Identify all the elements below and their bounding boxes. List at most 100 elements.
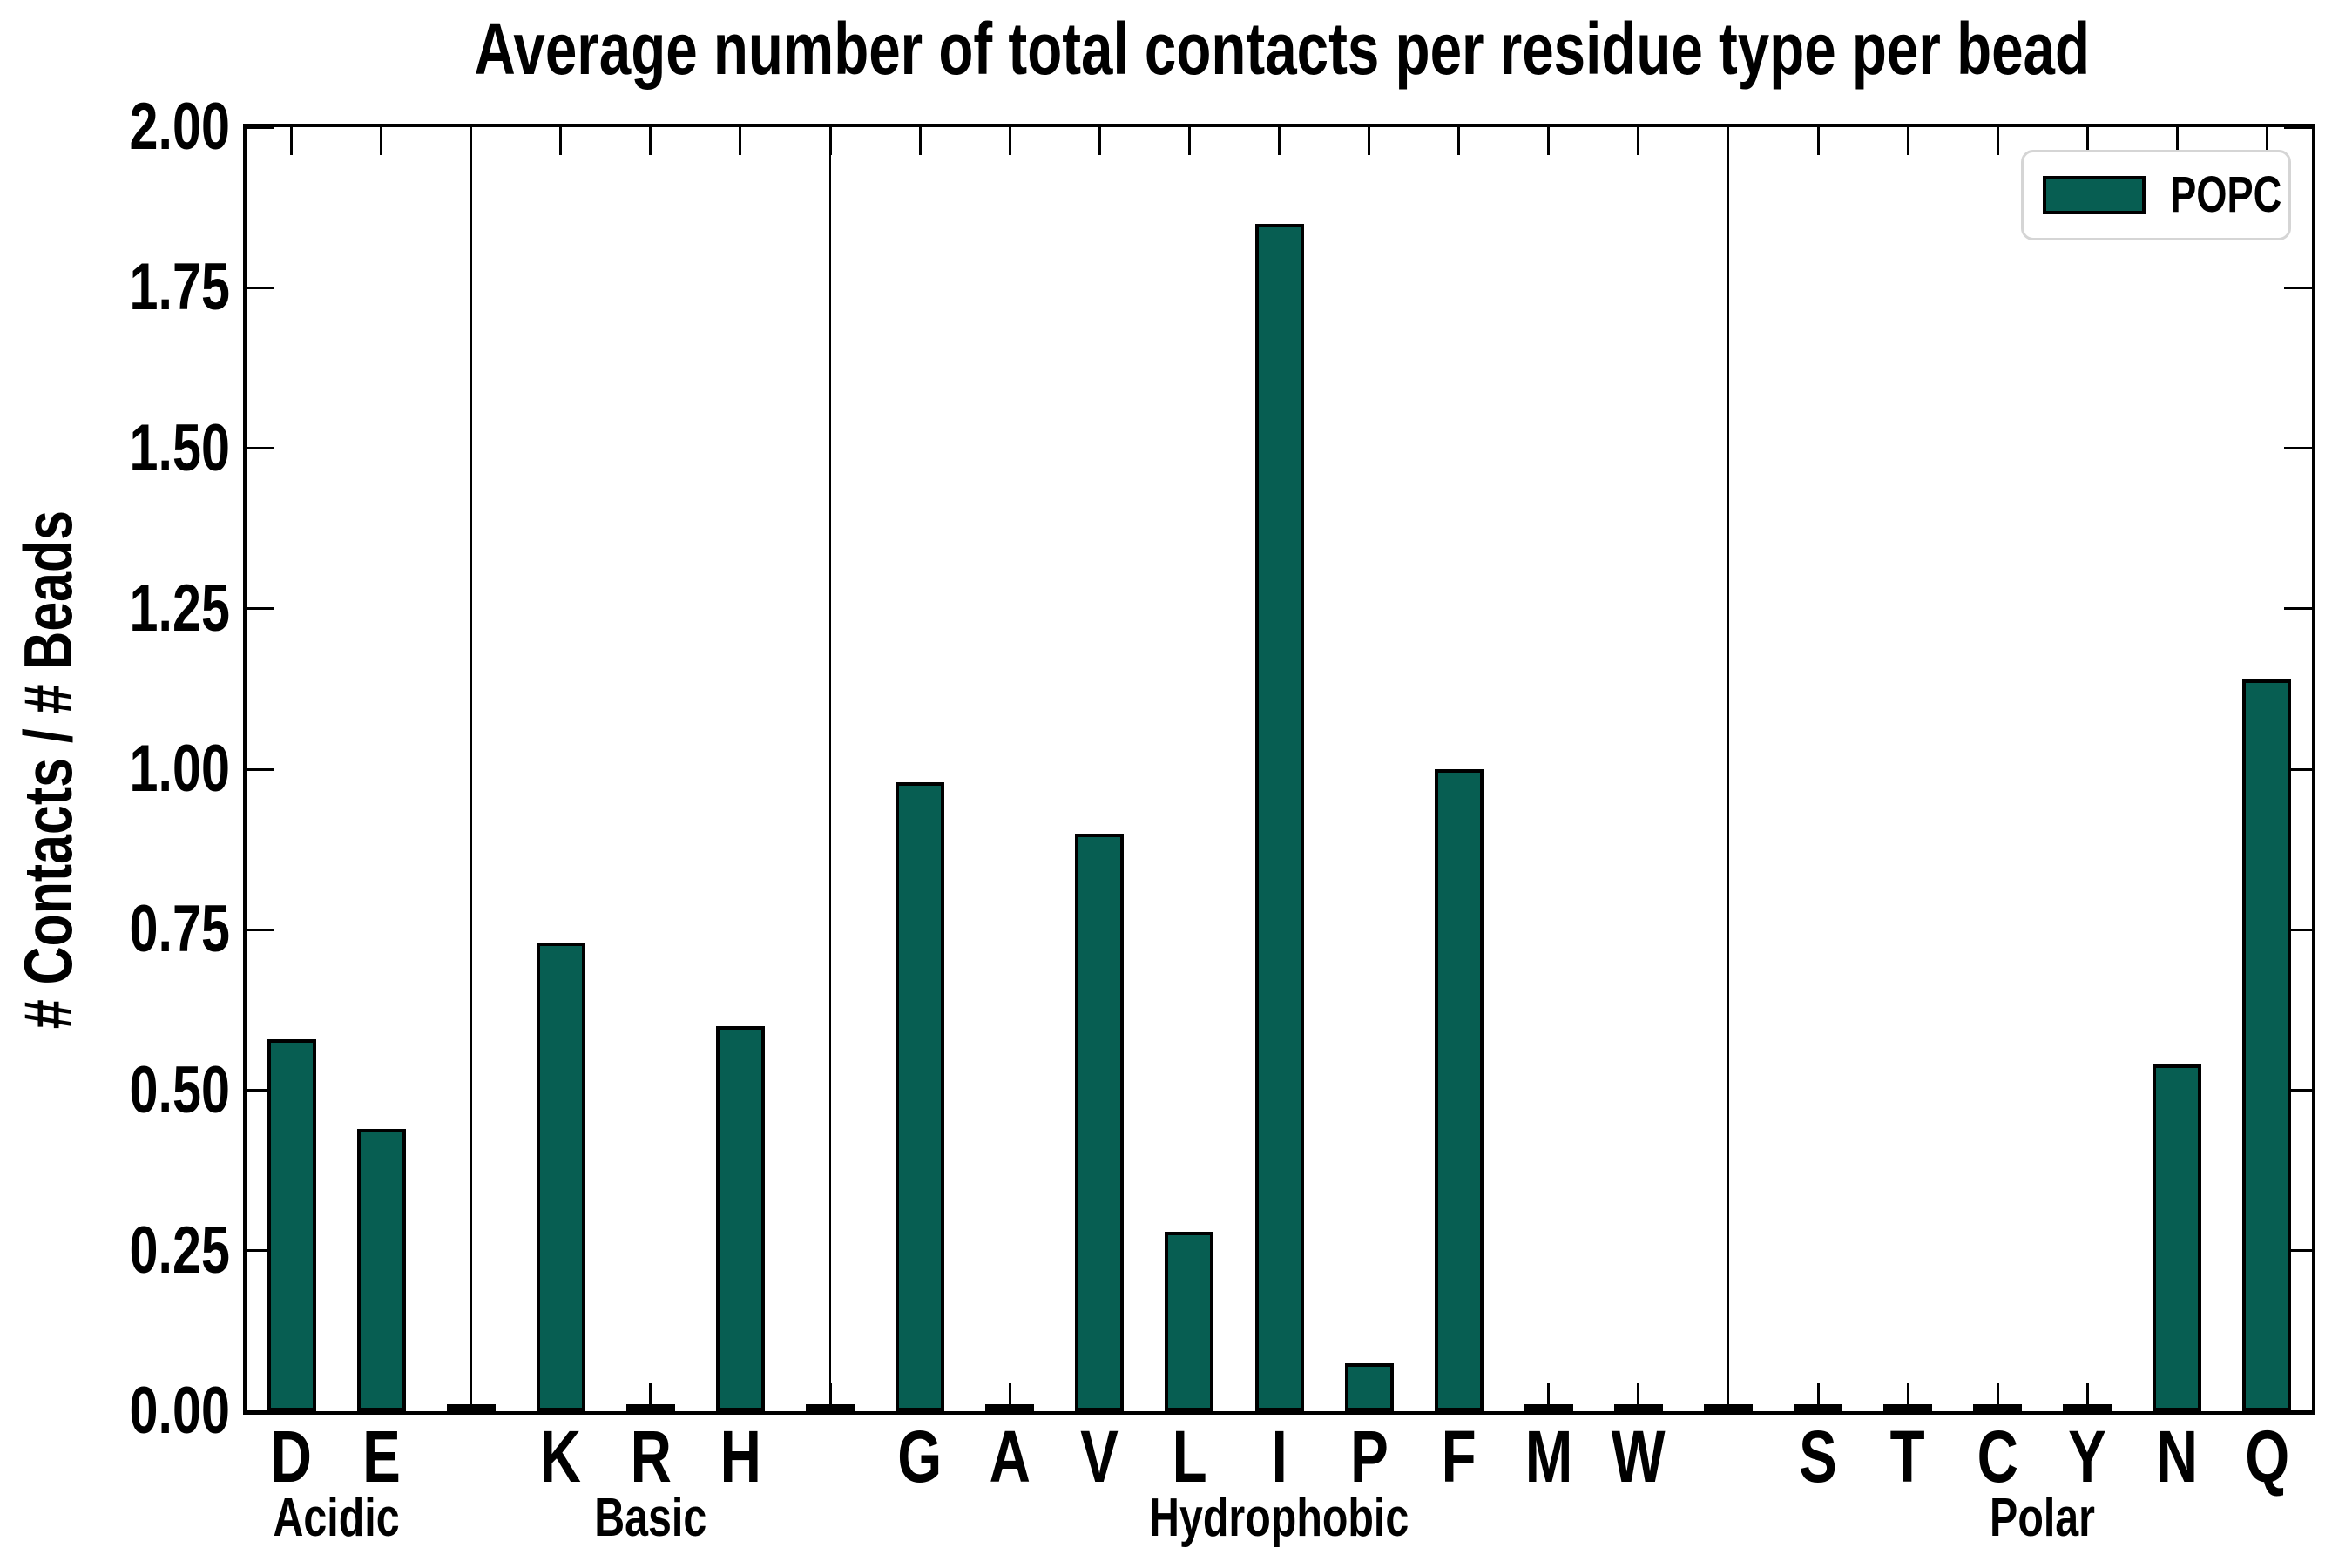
bar-F xyxy=(1434,769,1484,1411)
x-tick-top xyxy=(1098,127,1101,155)
bar-P xyxy=(1344,1363,1394,1411)
x-tick-label-Y: Y xyxy=(1991,1420,2183,1493)
bar-spacer xyxy=(446,1404,496,1411)
y-tick-label-text: 1.00 xyxy=(129,732,230,806)
x-tick-label-text: D xyxy=(270,1416,313,1497)
x-tick-label-text: W xyxy=(1611,1416,1666,1497)
plot-area xyxy=(243,124,2315,1415)
y-tick-label: 0.25 xyxy=(0,1217,230,1284)
y-tick-right xyxy=(2284,1249,2312,1253)
bar-spacer xyxy=(1703,1404,1753,1411)
bar-Q xyxy=(2242,679,2292,1411)
x-tick-top xyxy=(1996,127,1999,155)
bar-W xyxy=(1613,1404,1663,1411)
x-tick-top xyxy=(1187,127,1191,155)
chart-title-text: Average number of total contacts per res… xyxy=(474,8,2090,90)
x-tick-label-D: D xyxy=(196,1420,388,1493)
bar-T xyxy=(1883,1404,1933,1411)
x-tick-label-text: V xyxy=(1080,1416,1119,1497)
y-tick-right xyxy=(2284,928,2312,931)
y-tick-label: 1.75 xyxy=(0,254,230,321)
y-tick-label: 1.50 xyxy=(0,410,230,485)
x-tick-label-Q: Q xyxy=(2171,1420,2352,1493)
x-tick-top xyxy=(1637,127,1640,155)
y-tick-label: 1.00 xyxy=(0,736,230,802)
x-tick-top xyxy=(739,127,742,155)
x-tick-label-L: L xyxy=(1093,1420,1285,1493)
x-tick-label-G: G xyxy=(824,1420,1016,1493)
x-tick-bottom xyxy=(1637,1383,1640,1411)
y-tick-label-text: 0.50 xyxy=(129,1052,230,1127)
x-tick-label-C: C xyxy=(1902,1420,2093,1493)
x-tick-label-text: T xyxy=(1890,1416,1926,1497)
legend: POPC xyxy=(2021,150,2291,240)
group-separator xyxy=(1727,127,1729,1411)
bar-I xyxy=(1254,224,1304,1411)
bar-D xyxy=(267,1039,316,1411)
y-tick-left xyxy=(247,928,274,931)
y-tick-label: 0.75 xyxy=(0,896,230,963)
y-tick-left xyxy=(247,1089,274,1092)
y-tick-left xyxy=(247,607,274,611)
bar-M xyxy=(1524,1404,1573,1411)
group-label-basic: Basic xyxy=(433,1491,868,1545)
y-tick-label-text: 1.50 xyxy=(129,410,230,485)
x-tick-label-E: E xyxy=(286,1420,477,1493)
x-tick-label-text: G xyxy=(897,1416,943,1497)
x-tick-label-text: S xyxy=(1799,1416,1837,1497)
group-separator xyxy=(470,127,472,1411)
x-tick-label-text: A xyxy=(989,1416,1031,1497)
x-tick-label-text: L xyxy=(1172,1416,1207,1497)
y-tick-left xyxy=(247,125,274,129)
x-tick-top xyxy=(1368,127,1371,155)
x-tick-top xyxy=(1816,127,1820,155)
bar-E xyxy=(356,1129,406,1411)
x-tick-label-R: R xyxy=(555,1420,747,1493)
legend-swatch xyxy=(2043,176,2146,214)
x-tick-label-text: K xyxy=(540,1416,582,1497)
y-tick-left xyxy=(247,767,274,771)
x-tick-label-text: E xyxy=(362,1416,401,1497)
x-tick-label-text: H xyxy=(720,1416,761,1497)
x-tick-label-text: Y xyxy=(2068,1416,2107,1497)
x-tick-bottom xyxy=(1547,1383,1551,1411)
x-tick-top xyxy=(2085,127,2089,155)
x-tick-label-H: H xyxy=(645,1420,836,1493)
x-tick-bottom xyxy=(649,1383,652,1411)
bar-C xyxy=(1973,1404,2023,1411)
y-tick-right xyxy=(2284,286,2312,289)
y-tick-right xyxy=(2284,447,2312,449)
y-tick-left xyxy=(247,1249,274,1253)
x-tick-bottom xyxy=(2085,1383,2089,1411)
group-label-text: Acidic xyxy=(273,1488,400,1548)
x-tick-label-text: M xyxy=(1524,1416,1573,1497)
y-tick-right xyxy=(2284,607,2312,611)
x-tick-label-text: Q xyxy=(2244,1416,2289,1497)
y-tick-left xyxy=(247,447,274,449)
plot-inner xyxy=(247,125,2312,1413)
y-tick-label: 0.00 xyxy=(0,1378,230,1444)
x-tick-label-text: N xyxy=(2156,1416,2199,1497)
x-tick-label-text: F xyxy=(1441,1416,1477,1497)
bar-Y xyxy=(2063,1404,2112,1411)
x-tick-top xyxy=(1547,127,1551,155)
x-tick-label-P: P xyxy=(1274,1420,1465,1493)
x-tick-label-text: R xyxy=(630,1416,672,1497)
x-tick-label-text: C xyxy=(1977,1416,2018,1497)
x-tick-label-K: K xyxy=(465,1420,657,1493)
y-tick-label-text: 1.25 xyxy=(129,571,230,645)
y-tick-label: 1.25 xyxy=(0,571,230,645)
x-tick-bottom xyxy=(1816,1383,1820,1411)
group-label-polar: Polar xyxy=(1825,1491,2261,1545)
x-tick-label-V: V xyxy=(1004,1420,1195,1493)
group-label-text: Polar xyxy=(1990,1488,2096,1548)
group-label-text: Hydrophobic xyxy=(1149,1488,1409,1548)
x-tick-label-M: M xyxy=(1453,1420,1645,1493)
group-label-text: Basic xyxy=(594,1488,707,1548)
legend-label: POPC xyxy=(2154,152,2285,238)
y-tick-left xyxy=(247,1409,274,1413)
x-tick-top xyxy=(2175,127,2179,155)
x-tick-top xyxy=(649,127,652,155)
y-tick-right xyxy=(2284,767,2312,771)
x-tick-bottom xyxy=(1996,1383,1999,1411)
